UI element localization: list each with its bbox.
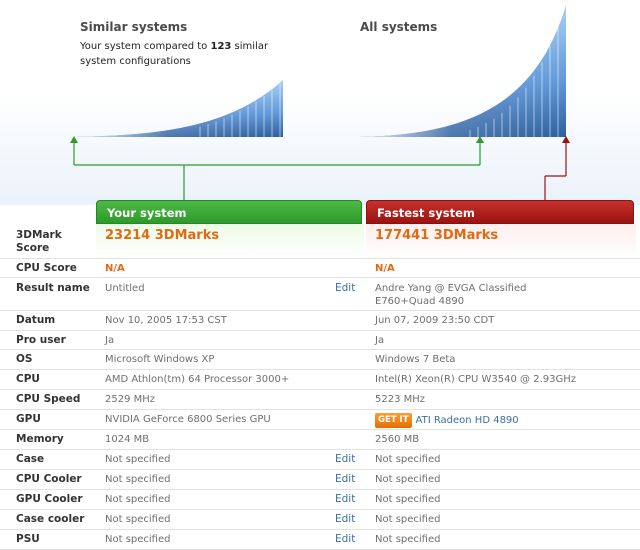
table-row-result-name: Result name Untitled Edit Andre Yang @ E… [0, 278, 640, 311]
your-memory: 1024 MB [105, 434, 150, 445]
table-row-cpu-cooler: CPU Cooler Not specified Edit Not specif… [0, 470, 640, 490]
fastest-cpu: Intel(R) Xeon(R) CPU W3540 @ 2.93GHz [375, 374, 576, 385]
fastest-gpu-cell: GET IT ATI Radeon HD 4890 [375, 413, 625, 428]
your-cpu-score: N/A [105, 263, 125, 274]
edit-cpu-cooler-link[interactable]: Edit [335, 473, 356, 485]
your-marker-right-icon [476, 136, 484, 143]
fastest-pro-user: Ja [375, 335, 385, 346]
row-label: GPU [16, 413, 41, 425]
fastest-memory: 2560 MB [375, 434, 420, 445]
table-row-memory: Memory 1024 MB 2560 MB [0, 430, 640, 450]
your-gpu-cooler: Not specified [105, 494, 171, 505]
table-row-gpu: GPU NVIDIA GeForce 6800 Series GPU GET I… [0, 410, 640, 430]
fastest-result-name: Andre Yang @ EVGA Classified E760+Quad 4… [375, 283, 527, 307]
table-row-cpu-score: CPU Score N/A N/A [0, 259, 640, 278]
table-row-os: OS Microsoft Windows XP Windows 7 Beta [0, 350, 640, 370]
your-marker-left-icon [70, 136, 78, 143]
table-row-datum: Datum Nov 10, 2005 17:53 CST Jun 07, 200… [0, 311, 640, 331]
fastest-case-cooler: Not specified [375, 514, 441, 525]
your-result-name: Untitled [105, 283, 145, 294]
your-case-cooler: Not specified [105, 514, 171, 525]
row-label: Datum [16, 314, 56, 326]
comparison-table: 3DMark Score 23214 3DMarks 177441 3DMark… [0, 224, 640, 550]
table-row-case-cooler: Case cooler Not specified Edit Not speci… [0, 510, 640, 530]
similar-systems-title: Similar systems [80, 20, 188, 34]
row-label: CPU Cooler [16, 473, 82, 485]
row-label: Pro user [16, 334, 66, 346]
edit-psu-link[interactable]: Edit [335, 533, 356, 545]
your-psu: Not specified [105, 534, 171, 545]
your-cpu-speed: 2529 MHz [105, 394, 156, 405]
your-cpu: AMD Athlon(tm) 64 Processor 3000+ [105, 374, 290, 385]
fastest-cpu-speed: 5223 MHz [375, 394, 426, 405]
similar-systems-count: 123 [210, 41, 232, 52]
row-label: PSU [16, 533, 40, 545]
table-row-cpu: CPU AMD Athlon(tm) 64 Processor 3000+ In… [0, 370, 640, 390]
table-row-3dmark-score: 3DMark Score 23214 3DMarks 177441 3DMark… [0, 224, 640, 259]
fastest-system-connector [544, 142, 567, 200]
row-label: GPU Cooler [16, 493, 83, 505]
row-label: CPU [16, 373, 40, 385]
edit-case-link[interactable]: Edit [335, 453, 356, 465]
your-cpu-cooler: Not specified [105, 474, 171, 485]
table-row-case: Case Not specified Edit Not specified [0, 450, 640, 470]
your-system-connector [73, 142, 481, 200]
your-3dmark-score: 23214 3DMarks [105, 228, 220, 243]
table-row-cpu-speed: CPU Speed 2529 MHz 5223 MHz [0, 390, 640, 410]
fastest-datum: Jun 07, 2009 23:50 CDT [375, 315, 495, 326]
row-label: Result name [16, 282, 90, 294]
all-systems-title: All systems [360, 20, 438, 34]
edit-gpu-cooler-link[interactable]: Edit [335, 493, 356, 505]
row-label: 3DMark Score [16, 229, 62, 254]
your-case: Not specified [105, 454, 171, 465]
get-it-button[interactable]: GET IT [375, 413, 412, 428]
your-datum: Nov 10, 2005 17:53 CST [105, 315, 227, 326]
table-row-psu: PSU Not specified Edit Not specified [0, 530, 640, 550]
row-label: CPU Score [16, 262, 77, 274]
fastest-gpu-link[interactable]: ATI Radeon HD 4890 [415, 415, 519, 426]
comparison-header: Similar systems Your system compared to … [0, 0, 640, 205]
your-gpu: NVIDIA GeForce 6800 Series GPU [105, 414, 271, 425]
fastest-psu: Not specified [375, 534, 441, 545]
fastest-os: Windows 7 Beta [375, 354, 456, 365]
edit-case-cooler-link[interactable]: Edit [335, 513, 356, 525]
distribution-curves [70, 5, 570, 200]
fastest-marker-icon [562, 136, 570, 143]
row-label: Case cooler [16, 513, 85, 525]
edit-result-name-link[interactable]: Edit [335, 282, 356, 294]
fastest-gpu-cooler: Not specified [375, 494, 441, 505]
fastest-3dmark-score: 177441 3DMarks [375, 228, 499, 243]
your-system-header: Your system [96, 200, 362, 224]
row-label: Memory [16, 433, 64, 445]
your-os: Microsoft Windows XP [105, 354, 215, 365]
fastest-system-header: Fastest system [366, 200, 634, 224]
row-label: Case [16, 453, 45, 465]
fastest-cpu-score: N/A [375, 263, 395, 274]
fastest-cpu-cooler: Not specified [375, 474, 441, 485]
your-pro-user: Ja [105, 335, 115, 346]
row-label: CPU Speed [16, 393, 81, 405]
similar-systems-description: Your system compared to 123 similar syst… [80, 41, 269, 67]
fastest-case: Not specified [375, 454, 441, 465]
table-row-gpu-cooler: GPU Cooler Not specified Edit Not specif… [0, 490, 640, 510]
table-row-pro-user: Pro user Ja Ja [0, 331, 640, 350]
row-label: OS [16, 353, 33, 365]
